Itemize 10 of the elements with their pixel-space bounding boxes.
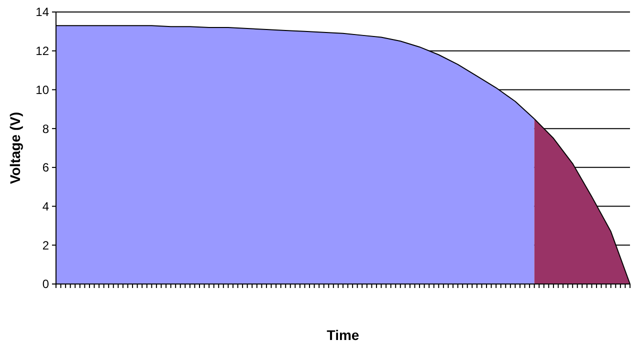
- y-tick-label: 0: [42, 277, 50, 292]
- x-axis-title: Time: [326, 327, 360, 343]
- y-tick-label: 14: [36, 5, 50, 20]
- y-tick-label: 10: [36, 82, 50, 97]
- y-tick-label: 2: [42, 238, 50, 252]
- y-tick-label: 6: [42, 160, 50, 175]
- y-tick-label: 4: [42, 199, 50, 214]
- y-tick-label: 8: [42, 122, 50, 136]
- y-axis-title: Voltage (V): [7, 112, 23, 184]
- y-tick-label: 12: [36, 44, 50, 58]
